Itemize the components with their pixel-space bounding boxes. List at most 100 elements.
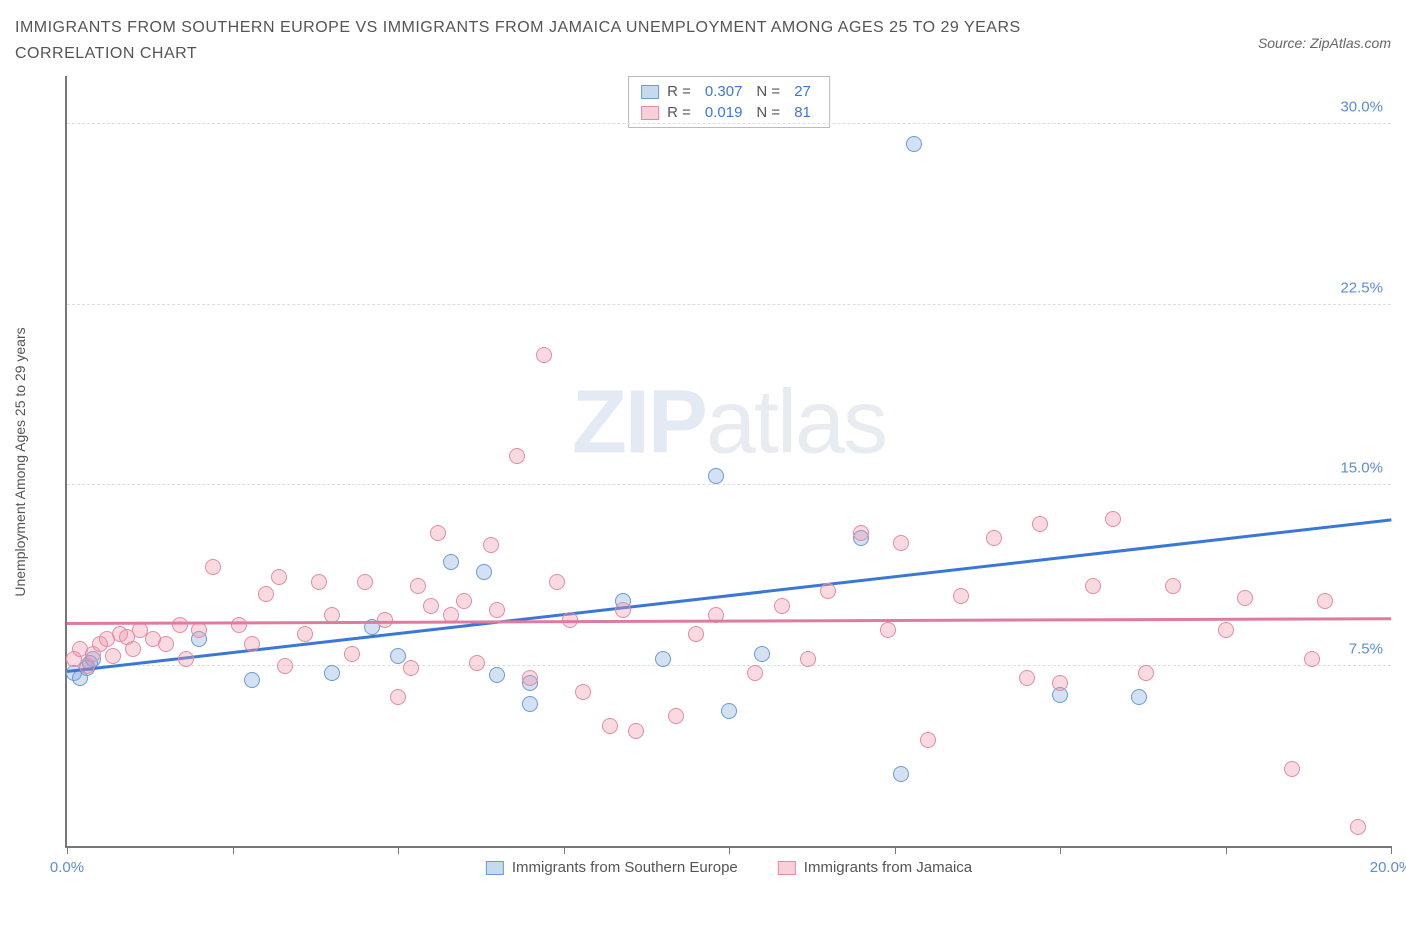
swatch-pink-icon: [778, 861, 796, 875]
data-point: [1317, 593, 1333, 609]
data-point: [747, 665, 763, 681]
r-label: R =: [667, 104, 691, 121]
data-point: [390, 689, 406, 705]
data-point: [244, 672, 260, 688]
data-point: [1085, 578, 1101, 594]
data-point: [906, 136, 922, 152]
data-point: [721, 703, 737, 719]
data-point: [1284, 761, 1300, 777]
data-point: [1350, 819, 1366, 835]
data-point: [105, 648, 121, 664]
stats-legend: R = 0.307 N = 27 R = 0.019 N = 81: [628, 76, 830, 128]
data-point: [476, 564, 492, 580]
x-tick: [398, 846, 399, 854]
title-line-1: IMMIGRANTS FROM SOUTHERN EUROPE VS IMMIG…: [15, 19, 1021, 36]
data-point: [1131, 689, 1147, 705]
data-point: [602, 718, 618, 734]
data-point: [403, 660, 419, 676]
data-point: [489, 667, 505, 683]
data-point: [1052, 675, 1068, 691]
data-point: [688, 626, 704, 642]
data-point: [489, 602, 505, 618]
title-line-2: CORRELATION CHART: [15, 45, 197, 62]
n-label: N =: [756, 83, 780, 100]
data-point: [258, 586, 274, 602]
data-point: [172, 617, 188, 633]
data-point: [668, 708, 684, 724]
data-point: [344, 646, 360, 662]
x-tick: [729, 846, 730, 854]
legend-label-1: Immigrants from Southern Europe: [512, 859, 738, 876]
header: IMMIGRANTS FROM SOUTHERN EUROPE VS IMMIG…: [15, 15, 1391, 66]
data-point: [655, 651, 671, 667]
watermark-bold: ZIP: [572, 372, 706, 472]
y-tick-label: 30.0%: [1340, 99, 1383, 116]
data-point: [536, 347, 552, 363]
data-point: [754, 646, 770, 662]
data-point: [1304, 651, 1320, 667]
data-point: [615, 602, 631, 618]
data-point: [125, 641, 141, 657]
data-point: [244, 636, 260, 652]
data-point: [311, 574, 327, 590]
data-point: [271, 569, 287, 585]
y-tick-label: 22.5%: [1340, 279, 1383, 296]
data-point: [178, 651, 194, 667]
data-point: [628, 723, 644, 739]
watermark: ZIPatlas: [572, 371, 886, 474]
gridline: [67, 484, 1391, 485]
data-point: [1138, 665, 1154, 681]
data-point: [774, 598, 790, 614]
x-tick-label: 0.0%: [50, 859, 84, 876]
swatch-pink-icon: [641, 106, 659, 120]
gridline: [67, 304, 1391, 305]
data-point: [231, 617, 247, 633]
gridline: [67, 665, 1391, 666]
x-tick: [1391, 846, 1392, 854]
data-point: [423, 598, 439, 614]
data-point: [986, 530, 1002, 546]
data-point: [853, 525, 869, 541]
data-point: [1019, 670, 1035, 686]
data-point: [522, 696, 538, 712]
data-point: [549, 574, 565, 590]
data-point: [357, 574, 373, 590]
y-axis-label: Unemployment Among Ages 25 to 29 years: [12, 328, 28, 597]
swatch-blue-icon: [641, 85, 659, 99]
data-point: [893, 766, 909, 782]
x-tick-label: 20.0%: [1370, 859, 1406, 876]
y-tick-label: 7.5%: [1349, 640, 1383, 657]
watermark-thin: atlas: [706, 372, 886, 472]
data-point: [820, 583, 836, 599]
x-tick: [67, 846, 68, 854]
x-tick: [564, 846, 565, 854]
data-point: [390, 648, 406, 664]
n-value-2: 81: [794, 104, 811, 121]
data-point: [522, 670, 538, 686]
x-tick: [1060, 846, 1061, 854]
data-point: [1105, 511, 1121, 527]
data-point: [708, 468, 724, 484]
x-tick: [233, 846, 234, 854]
data-point: [469, 655, 485, 671]
data-point: [324, 665, 340, 681]
data-point: [920, 732, 936, 748]
data-point: [953, 588, 969, 604]
stats-row-1: R = 0.307 N = 27: [641, 81, 817, 102]
legend-label-2: Immigrants from Jamaica: [804, 859, 972, 876]
data-point: [1237, 590, 1253, 606]
data-point: [410, 578, 426, 594]
y-tick-label: 15.0%: [1340, 460, 1383, 477]
trend-line: [67, 618, 1391, 625]
r-value-1: 0.307: [705, 83, 743, 100]
r-value-2: 0.019: [705, 104, 743, 121]
data-point: [893, 535, 909, 551]
legend-item-1: Immigrants from Southern Europe: [486, 859, 738, 876]
data-point: [509, 448, 525, 464]
data-point: [297, 626, 313, 642]
source-credit: Source: ZipAtlas.com: [1258, 35, 1391, 51]
x-tick: [895, 846, 896, 854]
data-point: [430, 525, 446, 541]
data-point: [575, 684, 591, 700]
data-point: [1165, 578, 1181, 594]
